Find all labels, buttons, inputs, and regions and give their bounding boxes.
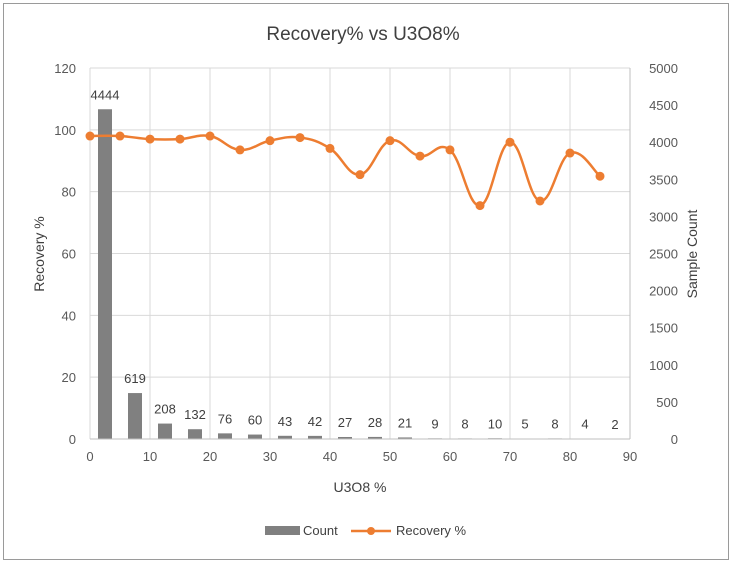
count-data-label: 208 xyxy=(154,402,176,417)
count-bar xyxy=(158,423,172,439)
count-data-label: 27 xyxy=(338,415,352,430)
x-tick-label: 50 xyxy=(383,449,397,464)
count-bar xyxy=(278,435,292,439)
right-y-tick-label: 4000 xyxy=(649,135,678,150)
right-y-tick-label: 5000 xyxy=(649,61,678,76)
recovery-line xyxy=(85,131,605,211)
chart-frame xyxy=(3,3,729,560)
left-y-tick-label: 20 xyxy=(62,370,76,385)
count-bar xyxy=(308,435,322,439)
x-axis-title: U3O8 % xyxy=(334,479,387,495)
left-y-tick-label: 120 xyxy=(54,61,76,76)
recovery-point xyxy=(475,201,485,211)
recovery-point xyxy=(295,133,305,143)
x-tick-label: 40 xyxy=(323,449,337,464)
recovery-point xyxy=(445,145,455,155)
recovery-point xyxy=(355,170,365,180)
right-y-tick-label: 3500 xyxy=(649,172,678,187)
legend-recovery-marker xyxy=(367,527,375,535)
legend-count-swatch xyxy=(265,526,300,535)
right-y-tick-label: 1000 xyxy=(649,358,678,373)
right-y-tick-label: 3000 xyxy=(649,209,678,224)
right-y-tick-label: 0 xyxy=(671,432,678,447)
count-data-label: 76 xyxy=(218,411,232,426)
legend: Count Recovery % xyxy=(265,523,467,538)
recovery-line-path xyxy=(89,134,601,207)
count-bars xyxy=(98,109,622,440)
recovery-point xyxy=(205,131,215,141)
x-tick-label: 70 xyxy=(503,449,517,464)
recovery-point xyxy=(535,196,545,206)
axes: 0 20 40 60 80 100 120 0 10 20 30 40 50 60 70 80 90 0 500 10… xyxy=(54,61,678,464)
count-bar xyxy=(98,109,112,440)
count-data-label: 43 xyxy=(278,414,292,429)
recovery-point xyxy=(565,148,575,158)
count-data-label: 42 xyxy=(308,414,322,429)
recovery-point xyxy=(415,151,425,161)
count-bar xyxy=(398,437,412,439)
recovery-point xyxy=(235,145,245,155)
right-y-tick-label: 2500 xyxy=(649,247,678,262)
x-tick-label: 20 xyxy=(203,449,217,464)
count-bar xyxy=(338,436,352,439)
count-data-label: 8 xyxy=(551,416,558,431)
gridlines xyxy=(89,67,631,440)
x-tick-label: 90 xyxy=(623,449,637,464)
chart-title: Recovery% vs U3O8% xyxy=(266,24,459,45)
count-data-label: 2 xyxy=(611,417,618,432)
count-data-label: 10 xyxy=(488,416,502,431)
count-data-label: 619 xyxy=(124,371,146,386)
recovery-point xyxy=(505,137,515,147)
recovery-point xyxy=(175,134,185,144)
count-data-label: 9 xyxy=(431,416,438,431)
count-bar xyxy=(218,433,232,439)
right-y-tick-label: 1500 xyxy=(649,321,678,336)
x-tick-label: 80 xyxy=(563,449,577,464)
legend-recovery-label: Recovery % xyxy=(396,523,467,538)
left-y-tick-label: 100 xyxy=(54,123,76,138)
x-tick-label: 30 xyxy=(263,449,277,464)
recovery-point xyxy=(325,143,335,153)
legend-count-label: Count xyxy=(303,523,338,538)
x-tick-label: 60 xyxy=(443,449,457,464)
recovery-point xyxy=(385,136,395,146)
left-y-tick-label: 80 xyxy=(62,185,76,200)
x-tick-label: 0 xyxy=(86,449,93,464)
right-y-tick-label: 500 xyxy=(656,395,678,410)
right-y-tick-label: 4500 xyxy=(649,98,678,113)
recovery-point xyxy=(145,134,155,144)
right-y-axis-title: Sample Count xyxy=(684,210,700,299)
left-y-tick-label: 60 xyxy=(62,247,76,262)
count-data-label: 4 xyxy=(581,417,588,432)
count-data-label: 28 xyxy=(368,415,382,430)
x-tick-label: 10 xyxy=(143,449,157,464)
recovery-point xyxy=(115,131,125,141)
count-data-label: 5 xyxy=(521,417,528,432)
left-y-tick-label: 0 xyxy=(69,432,76,447)
count-bar xyxy=(128,393,142,439)
left-y-tick-label: 40 xyxy=(62,308,76,323)
recovery-point xyxy=(265,136,275,146)
count-bar xyxy=(248,434,262,439)
count-bar xyxy=(368,436,382,439)
count-data-label: 8 xyxy=(461,416,468,431)
count-data-label: 132 xyxy=(184,407,206,422)
count-data-label: 60 xyxy=(248,413,262,428)
count-bar xyxy=(188,429,202,439)
count-data-label: 21 xyxy=(398,415,412,430)
recovery-point xyxy=(595,171,605,181)
recovery-point xyxy=(85,131,95,141)
right-y-tick-label: 2000 xyxy=(649,284,678,299)
left-y-axis-title: Recovery % xyxy=(31,216,47,291)
count-data-label: 4444 xyxy=(91,87,120,102)
